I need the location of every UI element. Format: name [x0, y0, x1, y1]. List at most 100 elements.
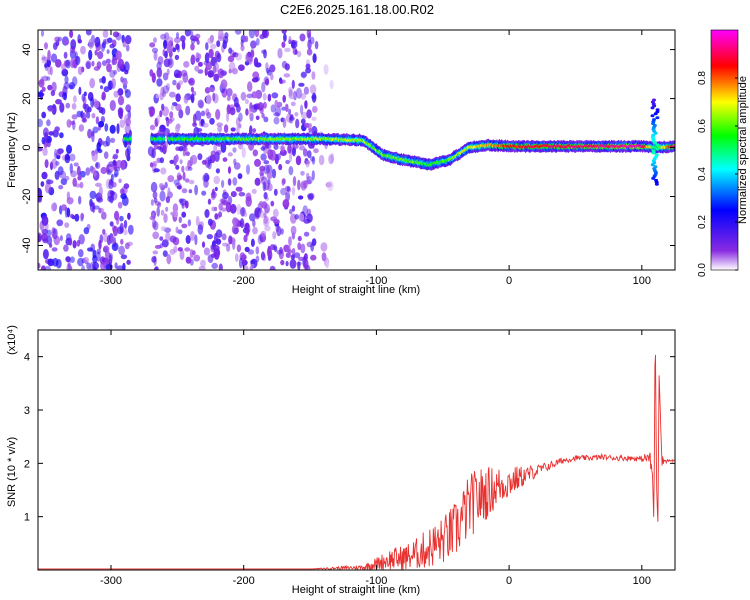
noise-cell [178, 109, 184, 119]
noise-cell [156, 67, 163, 78]
noise-cell [41, 86, 46, 92]
noise-cell [203, 247, 210, 256]
noise-cell [192, 122, 198, 127]
noise-cell [105, 58, 111, 64]
noise-cell [151, 47, 159, 54]
noise-cell [68, 237, 73, 246]
noise-cell [109, 221, 114, 227]
noise-cell [44, 63, 48, 68]
noise-cell [236, 244, 242, 253]
noise-cell [89, 190, 97, 200]
noise-cell [241, 147, 246, 159]
noise-cell [50, 53, 58, 63]
noise-cell [165, 231, 171, 242]
noise-cell [61, 68, 69, 77]
noise-cell [49, 242, 53, 248]
noise-cell [67, 257, 71, 268]
noise-cell [109, 100, 116, 111]
noise-cell [254, 158, 261, 167]
noise-cell [59, 132, 64, 139]
noise-cell [325, 182, 332, 188]
noise-cell [46, 179, 54, 185]
noise-cell [325, 260, 329, 269]
noise-cell [271, 92, 279, 99]
noise-cell [163, 58, 171, 68]
spike-cell [655, 147, 660, 151]
noise-cell [178, 216, 182, 223]
noise-cell [48, 131, 55, 136]
noise-cell [235, 186, 243, 192]
noise-cell [184, 178, 190, 183]
noise-cell [297, 179, 301, 191]
noise-cell [40, 181, 45, 187]
noise-cell [95, 182, 102, 187]
noise-cell [113, 90, 119, 98]
noise-cell [42, 147, 48, 156]
noise-cell [71, 103, 77, 110]
noise-cell [197, 69, 204, 74]
noise-cell [269, 64, 276, 73]
spike-cell [652, 98, 656, 102]
noise-cell [290, 101, 296, 107]
noise-cell [211, 194, 216, 201]
spectrogram-x-ticks: -300 -200 -100 0 100 [100, 30, 651, 287]
snr-line [38, 354, 675, 570]
noise-cell [272, 208, 279, 218]
noise-cell [216, 52, 222, 63]
noise-cell [150, 199, 154, 206]
noise-cell [72, 240, 77, 249]
noise-cell [127, 224, 134, 235]
noise-cell [41, 56, 49, 61]
y-tick-label: 4 [24, 352, 30, 364]
noise-cell [227, 178, 232, 186]
colorbar-label: Normalized spectral amplitude [737, 76, 749, 224]
noise-cell [47, 106, 54, 113]
noise-cell [235, 52, 243, 61]
noise-cell [307, 150, 312, 159]
noise-cell [243, 211, 248, 218]
noise-cell [213, 93, 219, 104]
noise-cell [273, 112, 280, 117]
noise-cell [169, 91, 176, 98]
noise-cell [96, 251, 101, 262]
noise-cell [214, 213, 219, 220]
noise-cell [273, 218, 280, 225]
noise-cell [210, 244, 216, 250]
noise-cell [295, 144, 299, 149]
noise-cell [281, 106, 287, 111]
noise-cell [52, 42, 58, 50]
noise-cell [103, 151, 109, 159]
noise-cell [100, 85, 103, 90]
y-tick-label: 2 [24, 458, 30, 470]
noise-cell [263, 216, 268, 225]
noise-cell [305, 63, 311, 70]
noise-cell [295, 155, 302, 166]
noise-cell [63, 81, 70, 90]
noise-cell [254, 177, 261, 186]
noise-cell [108, 180, 114, 190]
noise-cell [200, 259, 206, 268]
noise-cell [190, 95, 194, 102]
noise-cell [68, 82, 76, 90]
noise-cell [260, 146, 266, 151]
noise-cell [89, 201, 95, 212]
noise-cell [82, 257, 90, 264]
noise-cell [173, 210, 179, 218]
noise-cell [311, 71, 316, 80]
noise-cell [69, 256, 75, 264]
noise-cell [98, 207, 102, 214]
noise-cell [201, 159, 208, 165]
noise-cell [163, 213, 168, 223]
noise-cell [277, 48, 283, 59]
noise-cell [44, 265, 51, 270]
noise-cell [301, 111, 308, 120]
spike-cell [651, 133, 656, 137]
noise-cell [175, 93, 181, 102]
noise-cell [153, 37, 157, 43]
noise-cell [184, 247, 191, 252]
noise-cell [95, 161, 101, 169]
noise-cell [269, 265, 276, 270]
noise-cell [42, 75, 49, 82]
noise-cell [152, 231, 160, 240]
